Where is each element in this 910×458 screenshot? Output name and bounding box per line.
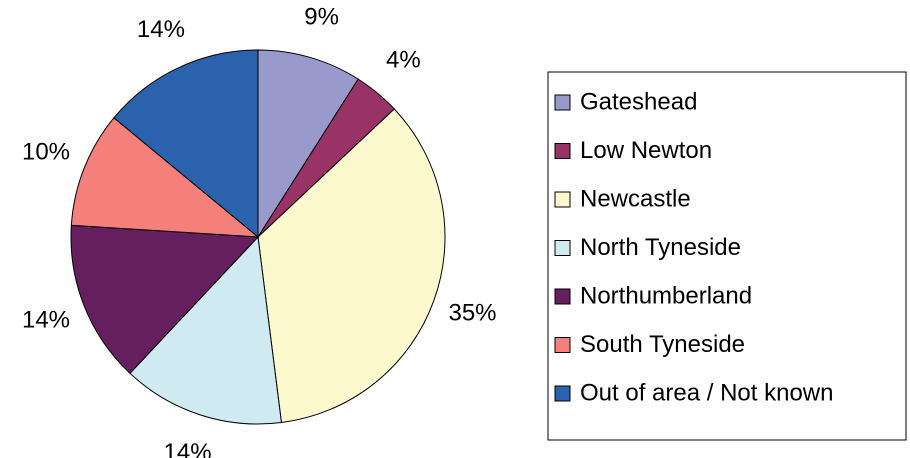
data-label: 10%	[22, 138, 70, 165]
pie-slice	[70, 224, 260, 375]
pie-slice	[257, 49, 359, 239]
legend-label: Low Newton	[580, 137, 712, 164]
data-label: 4%	[386, 47, 421, 74]
legend-label: Out of area / Not known	[580, 379, 833, 406]
legend-box	[547, 71, 907, 441]
pie-slice	[113, 49, 259, 239]
legend-swatch	[554, 94, 571, 111]
legend-label: Northumberland	[580, 282, 752, 309]
legend-label: South Tyneside	[580, 331, 745, 358]
legend-swatch	[554, 191, 571, 208]
legend-swatch	[554, 288, 571, 305]
data-label: 9%	[304, 3, 339, 30]
data-label: 35%	[448, 300, 496, 327]
legend-swatch	[554, 143, 571, 159]
pie-slice	[129, 235, 282, 425]
data-label: 14%	[164, 439, 212, 458]
legend-swatch	[554, 385, 571, 402]
pie-slice	[257, 108, 446, 424]
legend-swatch	[554, 337, 571, 353]
legend-label: Newcastle	[580, 185, 691, 212]
legend-label: Gateshead	[580, 88, 697, 115]
pie-slice	[70, 117, 260, 238]
data-label: 14%	[22, 306, 70, 333]
legend-label: North Tyneside	[580, 234, 741, 261]
data-label: 14%	[137, 16, 185, 43]
legend-swatch	[554, 240, 571, 256]
